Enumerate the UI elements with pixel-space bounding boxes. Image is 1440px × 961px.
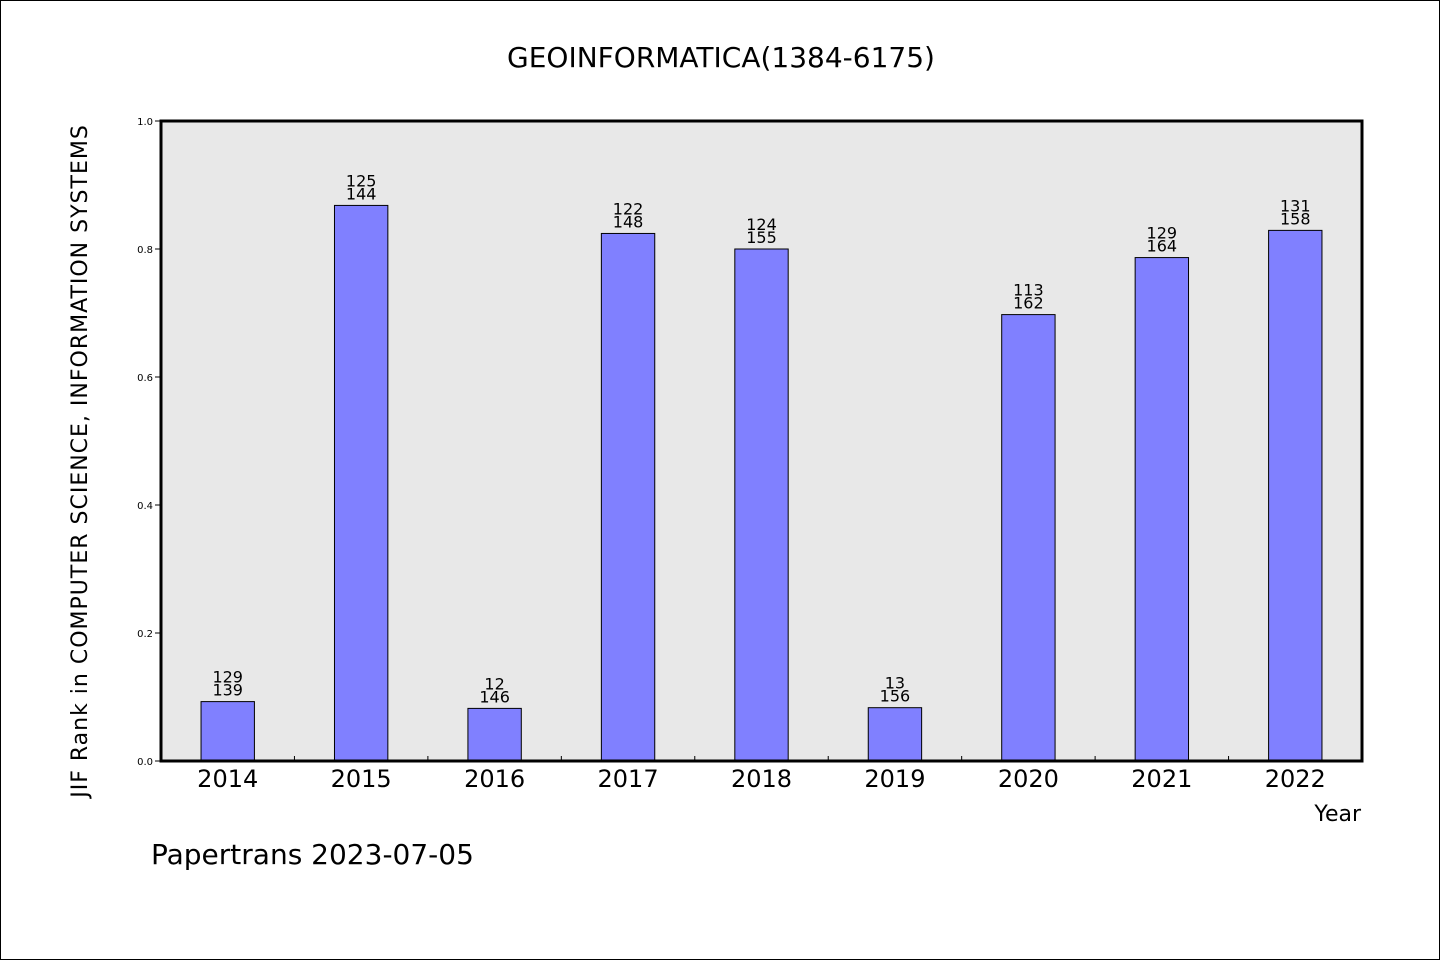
x-tick-label: 2018 bbox=[731, 765, 792, 793]
bar-total-label: 158 bbox=[1280, 209, 1311, 228]
y-tick-label: 0.2 bbox=[137, 629, 153, 640]
bar-rank-label: 113 bbox=[1013, 281, 1044, 300]
bar-total-label: 139 bbox=[212, 681, 243, 700]
bar-rank-label: 129 bbox=[212, 668, 243, 687]
bar-total-label: 156 bbox=[880, 687, 911, 706]
x-tick-label: 2017 bbox=[598, 765, 659, 793]
plot-border bbox=[159, 119, 1364, 763]
bar-total-label: 144 bbox=[346, 184, 377, 203]
bar-2022 bbox=[1268, 229, 1323, 762]
bar-rank-label: 122 bbox=[613, 199, 644, 218]
x-tick-label: 2022 bbox=[1265, 765, 1326, 793]
y-tick-label: 0.0 bbox=[137, 757, 153, 768]
y-tick-label: 0.4 bbox=[137, 501, 153, 512]
y-tick-label: 0.6 bbox=[137, 373, 153, 384]
bar-total-label: 162 bbox=[1013, 294, 1044, 313]
y-ticks: 0.0 0.2 0.4 0.6 0.8 1.0 bbox=[137, 117, 161, 768]
bar-rank-label: 12 bbox=[484, 674, 504, 693]
bar-rank-label: 124 bbox=[746, 215, 777, 234]
bar-2019 bbox=[867, 707, 923, 762]
bar-2014 bbox=[200, 701, 255, 762]
x-tick-label: 2021 bbox=[1131, 765, 1192, 793]
x-tick-label: 2020 bbox=[998, 765, 1059, 793]
bar-rank-label: 125 bbox=[346, 171, 377, 190]
chart-title: GEOINFORMATICA(1384-6175) bbox=[507, 41, 935, 74]
bar-2016 bbox=[467, 707, 522, 762]
bar-total-label: 148 bbox=[613, 212, 644, 231]
x-axis-label: Year bbox=[1313, 802, 1362, 827]
bar-total-label: 155 bbox=[746, 228, 777, 247]
bar-total-label: 146 bbox=[479, 687, 510, 706]
x-ticks: 2014 2015 2016 2017 2018 2019 2020 2021 2022 bbox=[197, 756, 1326, 793]
bar-total-label: 164 bbox=[1147, 237, 1178, 256]
x-tick-label: 2016 bbox=[464, 765, 525, 793]
y-axis-label: JIF Rank in COMPUTER SCIENCE, INFORMATIO… bbox=[68, 124, 93, 800]
x-tick-label: 2015 bbox=[331, 765, 392, 793]
bar-2018 bbox=[734, 248, 789, 762]
bar-rank-label: 129 bbox=[1147, 224, 1178, 243]
bar-2017 bbox=[600, 232, 656, 762]
bar-2021 bbox=[1134, 257, 1190, 762]
bar-2015 bbox=[333, 204, 389, 762]
x-tick-label: 2019 bbox=[864, 765, 925, 793]
bar-rank-label: 131 bbox=[1280, 196, 1311, 215]
y-tick-label: 0.8 bbox=[137, 245, 153, 256]
bars bbox=[200, 204, 1323, 762]
footer-text: Papertrans 2023-07-05 bbox=[151, 838, 474, 871]
bar-2020 bbox=[1001, 314, 1056, 762]
bar-rank-label: 13 bbox=[885, 674, 905, 693]
x-tick-label: 2014 bbox=[197, 765, 258, 793]
y-tick-label: 1.0 bbox=[137, 117, 153, 128]
